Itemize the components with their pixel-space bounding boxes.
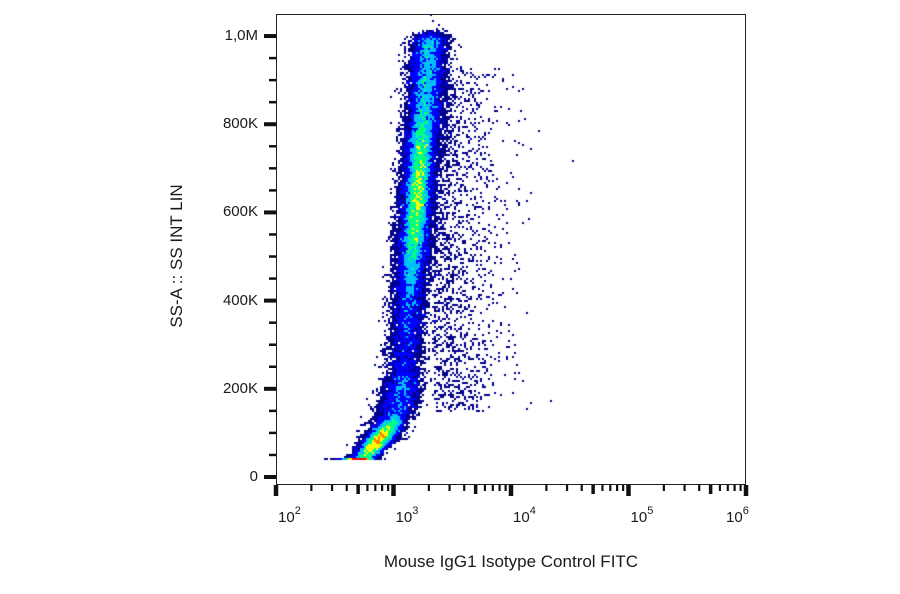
y-axis-title: SS-A :: SS INT LIN [167, 184, 186, 328]
y-tick-label: 400K [222, 291, 258, 309]
x-tick-label: 103 [395, 505, 419, 526]
x-axis-title: Mouse IgG1 Isotype Control FITC [383, 552, 639, 571]
x-tick-label: 104 [513, 505, 536, 526]
y-tick-label: 600K [222, 203, 258, 221]
y-tick-label: 800K [222, 115, 258, 133]
y-tick-label: 1,0M [224, 27, 258, 45]
y-tick-label: 0 [249, 468, 258, 485]
y-tick-label: 200K [222, 379, 258, 397]
plot-frame [276, 14, 746, 485]
x-tick-label: 102 [278, 505, 301, 526]
density-dot-plot-area [276, 14, 746, 485]
x-tick-label: 105 [630, 505, 654, 526]
x-tick-label: 106 [726, 505, 749, 526]
